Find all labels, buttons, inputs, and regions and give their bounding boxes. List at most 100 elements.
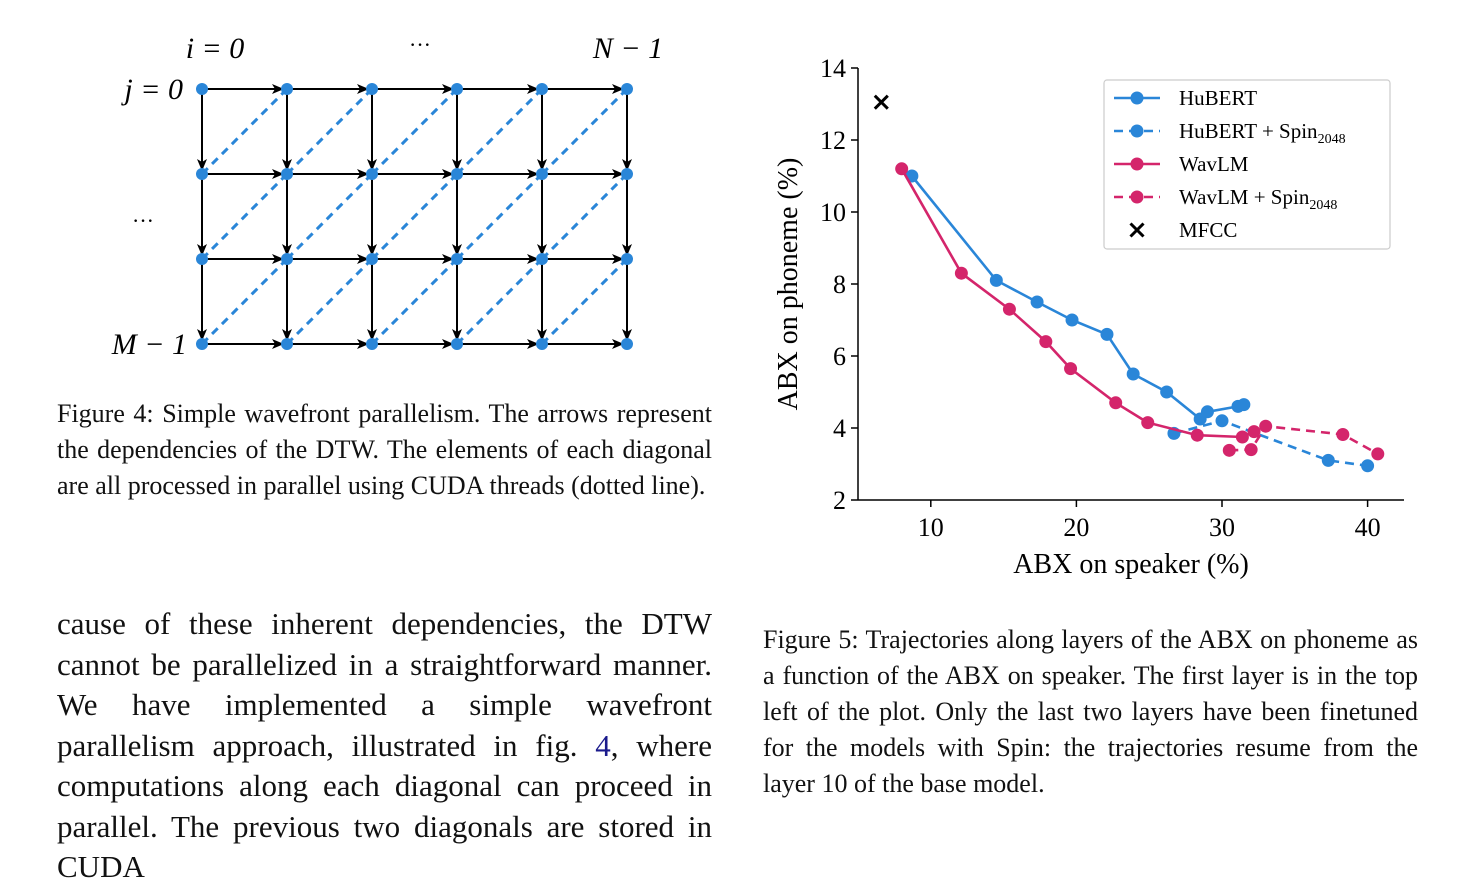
- figure-5-abx-chart: 10 20 30 40 2 4 6 8 10 12 14 ABX on speaker (%) AB…: [773, 54, 1404, 580]
- figure-4-dtw-grid: i = 0 ··· N − 1 j = 0 ··· M − 1: [111, 32, 663, 361]
- legend-entry: WavLM + Spin2048: [1114, 185, 1337, 213]
- grid-node: [451, 338, 463, 350]
- legend-entry: HuBERT: [1114, 86, 1257, 110]
- legend-label: MFCC: [1179, 218, 1237, 242]
- series-mfcc: [873, 94, 889, 110]
- data-point: [1237, 398, 1251, 412]
- grid-node: [366, 83, 378, 95]
- grid-node: [196, 253, 208, 265]
- data-point: [1030, 295, 1044, 309]
- data-point: [1235, 430, 1249, 444]
- figure-5-caption: Figure 5: Trajectories along layers of t…: [763, 625, 1418, 798]
- grid-node: [366, 168, 378, 180]
- grid-node: [196, 338, 208, 350]
- dependency-arrows: [197, 84, 632, 349]
- legend-label: HuBERT + Spin2048: [1179, 119, 1346, 147]
- grid-node: [621, 338, 633, 350]
- grid-node: [281, 338, 293, 350]
- wavefront-diagonal: [285, 87, 374, 176]
- wavefront-diagonal: [200, 87, 289, 176]
- data-point: [1190, 428, 1204, 442]
- legend-entry: WavLM: [1114, 152, 1249, 176]
- wavefront-diagonal: [455, 87, 544, 176]
- legend-marker: [1130, 190, 1144, 204]
- y-tick-label: 6: [833, 342, 846, 371]
- grid-node: [281, 253, 293, 265]
- label-j-dots: ···: [132, 208, 154, 233]
- x-tick-label: 30: [1209, 513, 1235, 542]
- data-point: [1160, 385, 1174, 399]
- grid-node: [621, 168, 633, 180]
- data-point: [1141, 416, 1155, 430]
- wavefront-diagonal: [370, 87, 459, 176]
- y-tick-label: 10: [820, 198, 846, 227]
- data-point: [989, 273, 1003, 287]
- y-tick-label: 2: [833, 486, 846, 515]
- data-point: [1064, 362, 1078, 376]
- grid-node: [536, 253, 548, 265]
- data-point-marker: [873, 94, 889, 110]
- grid-node: [196, 83, 208, 95]
- y-axis-label: ABX on phoneme (%): [773, 158, 804, 411]
- wavefront-diagonal: [200, 172, 289, 261]
- data-point: [1371, 447, 1385, 461]
- wavefront-diagonal: [285, 172, 374, 261]
- label-i-dots: ···: [409, 32, 431, 57]
- data-point: [1065, 313, 1079, 327]
- data-point: [1321, 453, 1335, 467]
- chart-ticks: 10 20 30 40 2 4 6 8 10 12 14: [820, 54, 1381, 542]
- legend-label: WavLM + Spin2048: [1179, 185, 1337, 213]
- data-point: [1002, 302, 1016, 316]
- wavefront-diagonal: [540, 172, 629, 261]
- series-line: [900, 168, 1255, 439]
- series-hubert-spin2048: [1167, 414, 1375, 473]
- grid-node: [536, 83, 548, 95]
- data-point: [1222, 443, 1236, 457]
- chart-legend: HuBERT HuBERT + Spin2048 WavLM WavLM + Spin…: [1103, 79, 1391, 250]
- wavefront-diagonal: [540, 257, 629, 346]
- wavefront-diagonal: [370, 172, 459, 261]
- data-point: [895, 162, 909, 176]
- grid-node: [621, 83, 633, 95]
- data-point: [954, 266, 968, 280]
- label-i-start: i = 0: [186, 32, 245, 65]
- data-point: [1100, 327, 1114, 341]
- data-point: [1039, 335, 1053, 349]
- figure-4-caption: Figure 4: Simple wavefront parallelism. …: [57, 399, 712, 500]
- grid-node: [366, 338, 378, 350]
- grid-node: [366, 253, 378, 265]
- x-tick-label: 20: [1063, 513, 1089, 542]
- grid-node: [451, 83, 463, 95]
- grid-nodes: [196, 83, 633, 350]
- grid-node: [536, 338, 548, 350]
- y-tick-label: 14: [820, 54, 846, 83]
- x-tick-label: 40: [1355, 513, 1381, 542]
- legend-marker: [1130, 91, 1144, 105]
- grid-node: [451, 168, 463, 180]
- series-wavlm: [895, 162, 1261, 444]
- legend-marker: [1130, 124, 1144, 138]
- grid-node: [281, 83, 293, 95]
- legend-entry: HuBERT + Spin2048: [1114, 119, 1346, 147]
- chart-series: [873, 94, 1385, 473]
- label-j-start: j = 0: [120, 73, 183, 106]
- data-point: [1259, 419, 1273, 433]
- grid-node: [196, 168, 208, 180]
- x-tick-label: 10: [918, 513, 944, 542]
- legend-label: WavLM: [1179, 152, 1249, 176]
- y-tick-label: 4: [833, 414, 846, 443]
- series-hubert: [905, 169, 1251, 426]
- y-tick-label: 12: [820, 126, 846, 155]
- wavefront-diagonal: [200, 257, 289, 346]
- legend-box: [1103, 79, 1391, 250]
- grid-node: [281, 168, 293, 180]
- label-i-end: N − 1: [592, 32, 663, 65]
- wavefront-diagonal: [540, 87, 629, 176]
- data-point: [1247, 425, 1261, 439]
- legend-label: HuBERT: [1179, 86, 1257, 110]
- wavefront-diagonal: [370, 257, 459, 346]
- figure-4-reference-link[interactable]: 4: [595, 727, 611, 763]
- data-point: [1336, 427, 1350, 441]
- grid-node: [621, 253, 633, 265]
- x-axis-label: ABX on speaker (%): [1013, 549, 1249, 580]
